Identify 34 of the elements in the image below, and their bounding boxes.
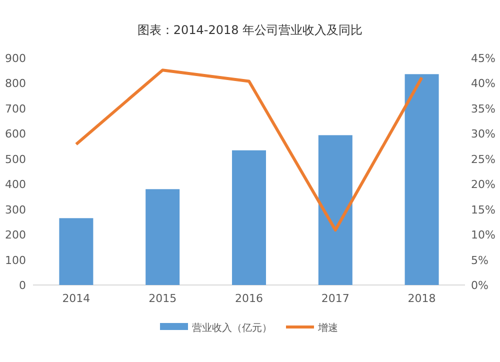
y-tick-label: 800: [5, 77, 26, 90]
y2-tick-label: 10%: [471, 228, 496, 242]
y-tick-label: 0: [19, 279, 26, 292]
x-tick-label: 2014: [62, 292, 90, 305]
x-tick-label: 2018: [408, 292, 436, 305]
y2-tick-label: 0%: [471, 279, 488, 292]
y-tick-label: 400: [5, 178, 26, 192]
bar: [318, 135, 352, 285]
x-tick-label: 2017: [321, 292, 350, 305]
x-tick-label: 2015: [148, 292, 177, 305]
y2-tick-label: 45%: [471, 52, 496, 65]
legend-label: 营业收入（亿元）: [192, 322, 272, 334]
bar: [232, 150, 266, 285]
y2-tick-label: 25%: [471, 152, 496, 166]
y-tick-label: 600: [5, 128, 26, 141]
bar: [404, 74, 439, 285]
y-tick-label: 300: [5, 203, 26, 216]
bar: [146, 189, 180, 285]
y2-tick-label: 30%: [471, 128, 496, 141]
y-tick-label: 900: [5, 52, 26, 65]
bar: [59, 218, 94, 285]
y2-tick-label: 5%: [471, 254, 488, 267]
y-tick-label: 100: [5, 254, 26, 267]
y2-tick-label: 35%: [471, 102, 496, 116]
y-tick-label: 500: [5, 152, 26, 166]
y-tick-label: 700: [5, 102, 26, 116]
x-tick-label: 2016: [235, 292, 263, 305]
legend-label: 增速: [317, 322, 338, 334]
y2-tick-label: 15%: [471, 203, 496, 216]
y2-tick-label: 40%: [471, 77, 496, 90]
line-series: [74, 68, 424, 232]
chart-title: 图表：2014-2018 年公司营业收入及同比: [137, 23, 363, 37]
y-tick-label: 200: [5, 228, 26, 242]
y2-tick-label: 20%: [471, 178, 496, 192]
